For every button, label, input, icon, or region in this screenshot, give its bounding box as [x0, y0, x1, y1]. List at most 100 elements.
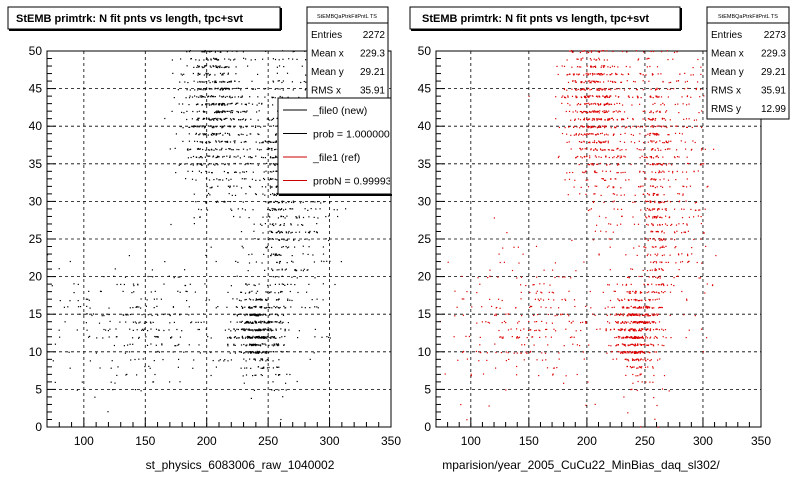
- scatter-point: [585, 170, 587, 172]
- scatter-point: [653, 291, 656, 293]
- scatter-point: [623, 313, 625, 315]
- scatter-point: [612, 187, 614, 189]
- scatter-point: [579, 193, 581, 195]
- scatter-point: [246, 367, 248, 369]
- scatter-point: [266, 299, 268, 301]
- scatter-point: [243, 352, 245, 354]
- scatter-point: [649, 238, 651, 240]
- scatter-point: [272, 223, 274, 225]
- scatter-point: [629, 344, 631, 346]
- scatter-point: [592, 313, 594, 315]
- scatter-point: [219, 81, 221, 83]
- scatter-point: [651, 344, 653, 346]
- scatter-point: [670, 224, 672, 226]
- scatter-point: [700, 223, 702, 225]
- scatter-point: [229, 156, 231, 158]
- scatter-point: [229, 110, 231, 112]
- scatter-point: [619, 102, 621, 105]
- scatter-point: [152, 321, 154, 323]
- scatter-point: [663, 118, 665, 120]
- scatter-point: [110, 367, 112, 369]
- scatter-point: [686, 224, 688, 226]
- scatter-point: [247, 163, 249, 165]
- scatter-point: [232, 149, 234, 151]
- scatter-point: [246, 134, 248, 136]
- scatter-point: [653, 246, 655, 248]
- scatter-point: [213, 57, 215, 59]
- scatter-point: [627, 73, 629, 75]
- scatter-point: [698, 112, 700, 114]
- scatter-point: [629, 336, 632, 338]
- scatter-point: [117, 366, 119, 368]
- scatter-point: [623, 111, 626, 113]
- scatter-point: [282, 80, 284, 82]
- scatter-point: [610, 238, 612, 240]
- scatter-point: [141, 314, 143, 316]
- scatter-point: [580, 329, 582, 332]
- scatter-point: [153, 307, 155, 309]
- y-tick-label: 15: [418, 307, 432, 321]
- scatter-point: [681, 290, 683, 293]
- scatter-point: [568, 315, 570, 317]
- stats-value: 29.21: [761, 67, 786, 78]
- scatter-point: [316, 231, 318, 233]
- scatter-point: [639, 374, 641, 376]
- scatter-point: [234, 352, 236, 354]
- scatter-point: [612, 50, 614, 53]
- scatter-point: [610, 80, 612, 82]
- scatter-point: [222, 95, 225, 97]
- scatter-point: [253, 389, 255, 391]
- scatter-point: [275, 141, 277, 143]
- scatter-point: [621, 313, 623, 316]
- scatter-point: [231, 88, 233, 90]
- scatter-point: [233, 344, 235, 346]
- scatter-point: [211, 127, 213, 129]
- scatter-point: [133, 291, 135, 293]
- scatter-point: [237, 337, 239, 339]
- scatter-point: [270, 336, 272, 338]
- scatter-point: [278, 269, 280, 271]
- scatter-point: [272, 58, 274, 60]
- scatter-point: [217, 103, 220, 105]
- scatter-point: [651, 74, 654, 76]
- scatter-point: [329, 201, 331, 203]
- scatter-point: [266, 148, 268, 150]
- scatter-point: [653, 374, 655, 377]
- scatter-point: [602, 95, 604, 97]
- scatter-point: [261, 314, 263, 316]
- scatter-point: [671, 164, 673, 166]
- scatter-point: [243, 329, 245, 331]
- scatter-point: [650, 119, 653, 121]
- scatter-point: [231, 112, 233, 114]
- scatter-point: [272, 321, 274, 323]
- scatter-point: [603, 59, 605, 61]
- scatter-point: [602, 170, 604, 172]
- scatter-point: [643, 320, 646, 322]
- scatter-point: [605, 95, 607, 97]
- scatter-point: [594, 82, 596, 84]
- scatter-point: [266, 216, 268, 218]
- scatter-point: [208, 87, 210, 90]
- scatter-point: [583, 50, 585, 52]
- scatter-point: [479, 336, 481, 338]
- scatter-point: [230, 97, 232, 99]
- scatter-point: [258, 283, 260, 285]
- scatter-point: [209, 65, 211, 67]
- scatter-point: [623, 396, 625, 398]
- scatter-point: [682, 194, 684, 196]
- scatter-point: [204, 89, 206, 91]
- scatter-point: [255, 344, 257, 346]
- scatter-point: [649, 269, 651, 271]
- scatter-point: [585, 193, 587, 195]
- scatter-point: [199, 73, 201, 75]
- scatter-point: [265, 314, 267, 316]
- scatter-point: [185, 290, 187, 292]
- scatter-point: [205, 103, 207, 105]
- scatter-point: [636, 389, 638, 391]
- scatter-point: [612, 231, 614, 233]
- scatter-point: [290, 283, 292, 285]
- scatter-point: [261, 329, 263, 331]
- scatter-point: [594, 170, 596, 172]
- scatter-point: [91, 314, 93, 317]
